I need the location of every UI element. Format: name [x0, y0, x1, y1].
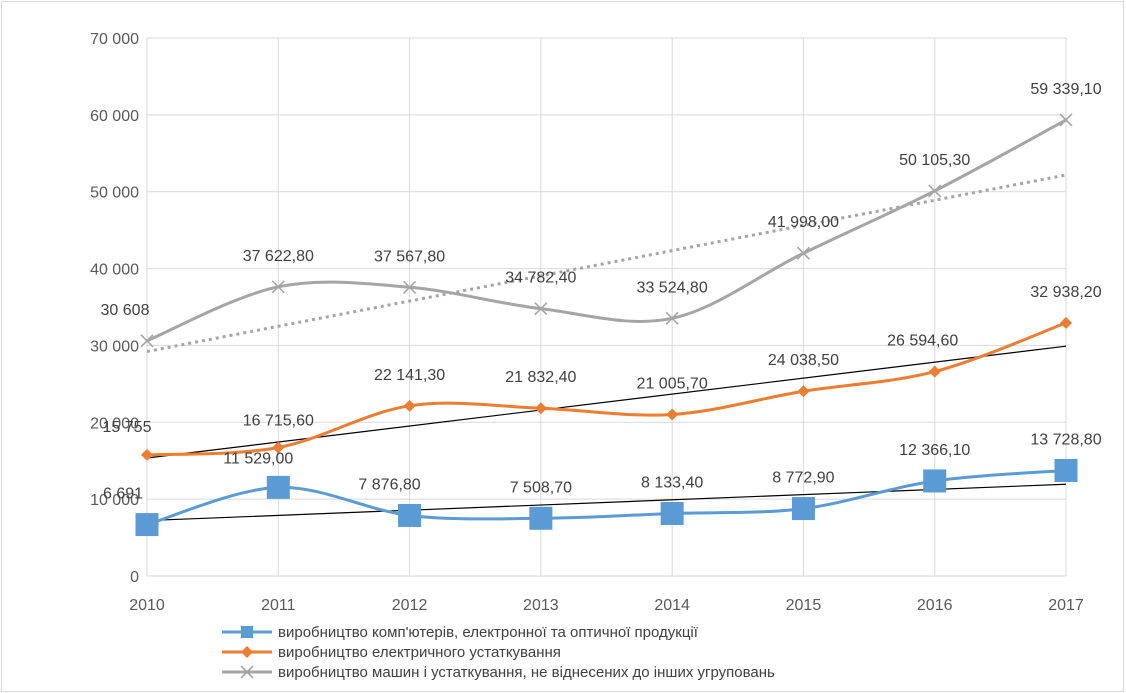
data-label: 8 772,90: [772, 470, 834, 487]
marker-square: [660, 501, 684, 525]
data-label: 21 005,70: [637, 376, 708, 393]
series-lines: [146, 118, 1067, 527]
marker-x: [928, 184, 942, 198]
data-label: 41 998,00: [768, 214, 839, 231]
data-label: 7 876,80: [358, 476, 420, 493]
series-line-3: [146, 118, 1067, 343]
marker-diamond: [241, 646, 253, 658]
marker-x: [1059, 113, 1073, 127]
data-label: 24 038,50: [768, 352, 839, 369]
series-line-1: [146, 468, 1067, 527]
marker-square: [135, 513, 159, 537]
data-label: 26 594,60: [887, 333, 958, 350]
legend-marker-square: [241, 626, 253, 638]
x-tick-label: 2017: [1048, 597, 1084, 614]
marker-x: [140, 334, 154, 348]
data-label: 37 622,80: [243, 248, 314, 265]
marker-x: [534, 302, 548, 316]
data-label: 13 728,80: [1030, 431, 1101, 448]
data-label: 12 366,10: [899, 442, 970, 459]
series-markers: [135, 113, 1078, 537]
marker-square: [791, 497, 815, 521]
marker-x: [271, 280, 285, 294]
marker-square: [923, 469, 947, 493]
marker-diamond: [141, 448, 153, 461]
trendline-series-2: [146, 345, 1067, 459]
x-tick-label: 2015: [786, 597, 822, 614]
data-label: 11 529,00: [223, 450, 293, 467]
data-label: 8 133,40: [641, 474, 703, 491]
legend-label: виробництво комп'ютерів, електронної та …: [278, 624, 699, 641]
data-label: 16 715,60: [243, 413, 314, 430]
marker-diamond: [666, 408, 679, 421]
marker-x: [796, 246, 810, 260]
x-axis-tick-labels: 2010 2011 2012 2013 2014 2015 2016 2017: [129, 597, 1084, 614]
x-tick-label: 2012: [392, 597, 428, 614]
marker-diamond: [272, 441, 285, 454]
data-label: 15 755: [103, 419, 152, 436]
marker-square: [266, 475, 290, 499]
y-tick-label: 10 000: [90, 492, 139, 509]
marker-x: [665, 311, 679, 325]
legend-label: виробництво машин і устаткування, не від…: [278, 664, 775, 681]
marker-diamond: [534, 402, 547, 415]
marker-diamond: [928, 365, 941, 378]
marker-diamond: [403, 399, 416, 412]
data-label: 30 608: [101, 302, 150, 319]
y-tick-label: 60 000: [90, 108, 139, 125]
legend: виробництво комп'ютерів, електронної та …: [222, 624, 775, 681]
data-label: 59 339,10: [1030, 81, 1101, 98]
x-tick-label: 2011: [261, 597, 296, 614]
data-label: 33 524,80: [637, 279, 708, 296]
marker-diamond: [797, 385, 810, 398]
trendline-series-1: [146, 483, 1067, 522]
marker-diamond: [1060, 316, 1072, 329]
y-tick-label: 30 000: [90, 338, 139, 355]
gridlines: [146, 37, 1067, 577]
trendlines: [146, 173, 1067, 522]
y-tick-label: 40 000: [90, 262, 139, 279]
data-label: 7 508,70: [510, 479, 572, 496]
y-axis-tick-labels: 0 10 000 20 000 30 000 40 000 50 000 60 000 70 …: [90, 31, 139, 586]
x-tick-label: 2010: [129, 597, 165, 614]
marker-square: [529, 506, 553, 530]
data-label: 6 691: [103, 486, 143, 503]
trendline-series-3: [146, 173, 1067, 353]
x-tick-label: 2014: [654, 597, 690, 614]
data-label: 22 141,30: [374, 367, 445, 384]
marker-square: [398, 503, 422, 527]
marker-x: [240, 665, 254, 679]
data-label: 50 105,30: [899, 152, 970, 169]
y-tick-label: 20 000: [90, 415, 139, 432]
y-tick-label: 70 000: [90, 31, 139, 48]
y-tick-label: 0: [130, 569, 139, 586]
data-label: 34 782,40: [505, 270, 576, 287]
marker-square: [1054, 458, 1078, 482]
data-label: 37 567,80: [374, 248, 445, 265]
data-labels: 6 691 11 529,00 7 876,80 7 508,70 8 133,40 8 …: [101, 81, 1102, 503]
legend-label: виробництво електричного устаткування: [278, 644, 561, 661]
data-label: 32 938,20: [1030, 284, 1101, 301]
data-label: 21 832,40: [505, 369, 576, 386]
x-tick-label: 2013: [523, 597, 559, 614]
y-tick-label: 50 000: [90, 185, 139, 202]
series-line-2: [146, 321, 1067, 457]
x-tick-label: 2016: [917, 597, 953, 614]
marker-x: [403, 280, 417, 294]
